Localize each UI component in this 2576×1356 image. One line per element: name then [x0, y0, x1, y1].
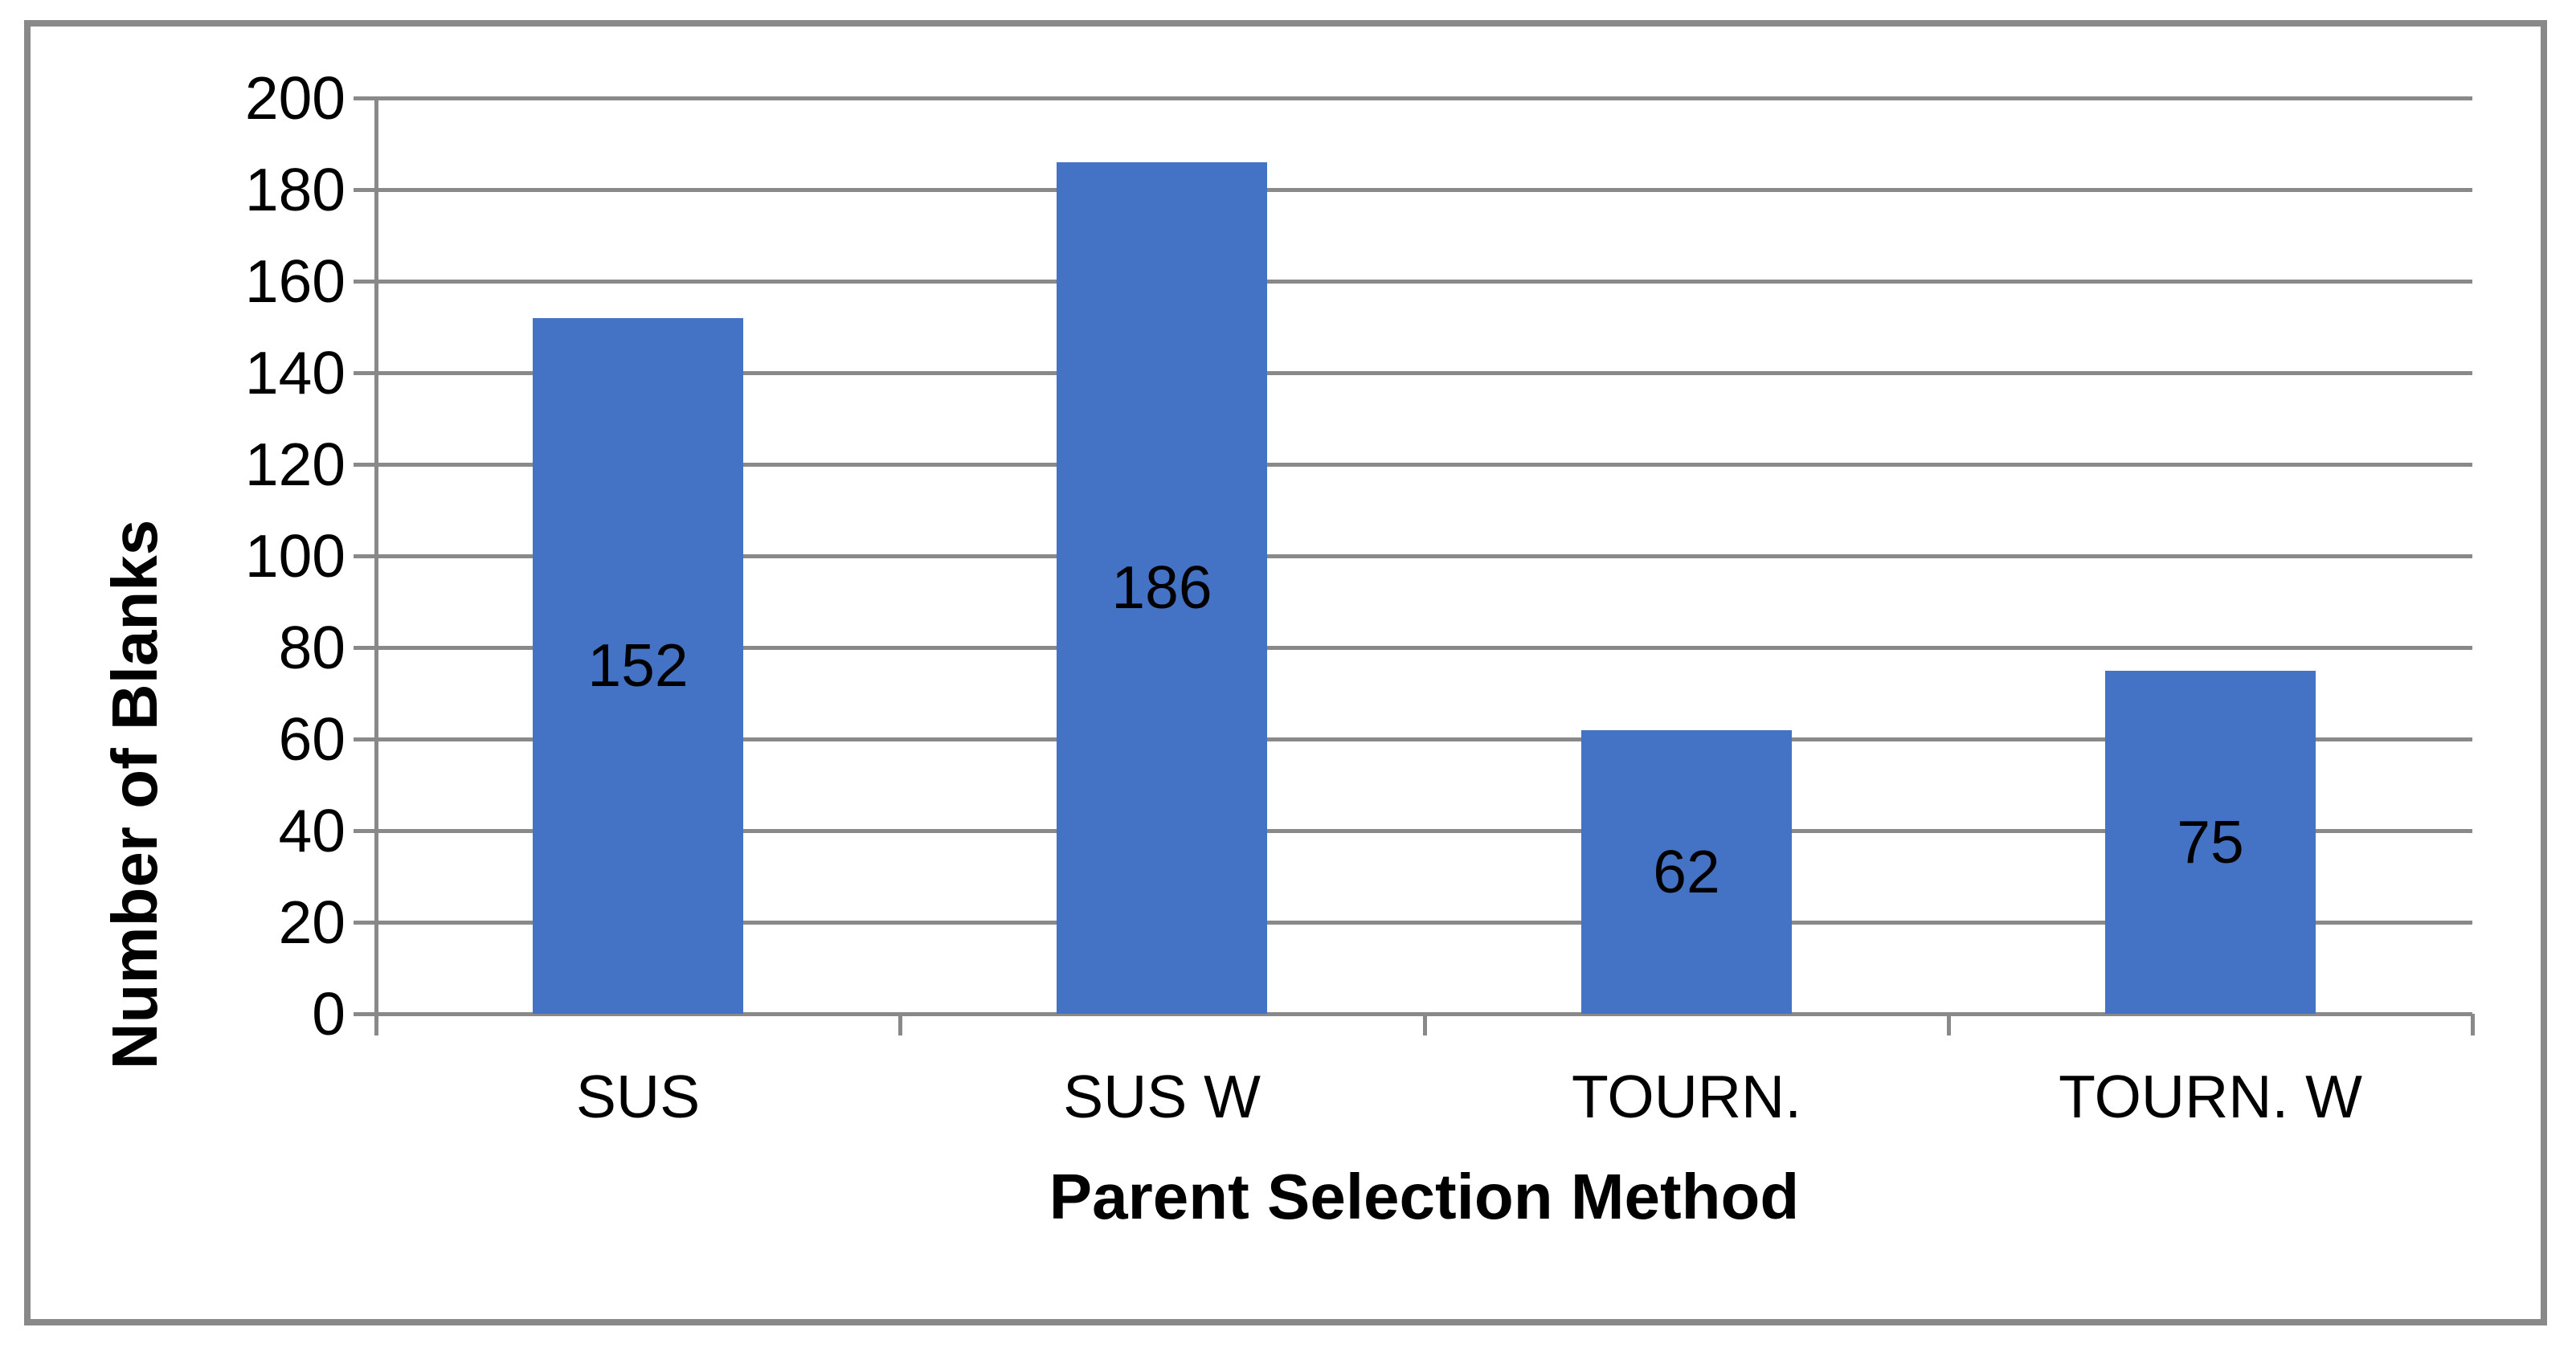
y-gridline: [354, 96, 2472, 100]
y-axis-line: [374, 98, 378, 1035]
bar-sus: [533, 317, 743, 1014]
x-tick-label: TOURN.: [1571, 1063, 1802, 1130]
x-tick-label: SUS: [575, 1063, 701, 1130]
x-tick-label: SUS W: [1063, 1063, 1261, 1130]
bar-value-label: 152: [587, 631, 689, 700]
y-tick-label: 100: [244, 522, 346, 590]
bar-sus-w: [1057, 161, 1267, 1014]
y-gridline: [354, 737, 2472, 741]
x-axis-title: Parent Selection Method: [1049, 1161, 1800, 1232]
y-gridline: [354, 554, 2472, 558]
x-axis-tick: [1947, 1014, 1951, 1035]
y-gridline: [354, 463, 2472, 467]
bar-value-label: 62: [1653, 837, 1720, 905]
bar-value-label: 75: [2177, 807, 2244, 876]
y-tick-label: 180: [244, 156, 346, 223]
y-tick-label: 40: [278, 797, 346, 864]
y-tick-label: 160: [244, 247, 346, 315]
x-tick-label: TOURN. W: [2059, 1063, 2362, 1130]
x-axis-tick: [898, 1014, 902, 1035]
bar-tourn: [1581, 729, 1792, 1014]
y-tick-label: 80: [278, 614, 346, 681]
x-axis-tick: [2471, 1014, 2475, 1035]
y-tick-label: 140: [244, 339, 346, 406]
y-gridline: [354, 188, 2472, 192]
y-tick-label: 20: [278, 888, 346, 956]
y-tick-label: 120: [244, 431, 346, 498]
y-gridline: [354, 921, 2472, 925]
x-axis-tick: [1423, 1014, 1427, 1035]
y-tick-label: 60: [278, 705, 346, 773]
y-gridline: [354, 371, 2472, 375]
y-gridline: [354, 829, 2472, 833]
y-gridline: [354, 280, 2472, 284]
y-tick-label: 200: [244, 64, 346, 132]
bar-tourn-w: [2105, 670, 2316, 1014]
x-axis-line: [354, 1012, 2472, 1016]
y-gridline: [354, 646, 2472, 650]
bar-value-label: 186: [1111, 553, 1212, 622]
y-tick-label: 0: [312, 980, 346, 1048]
